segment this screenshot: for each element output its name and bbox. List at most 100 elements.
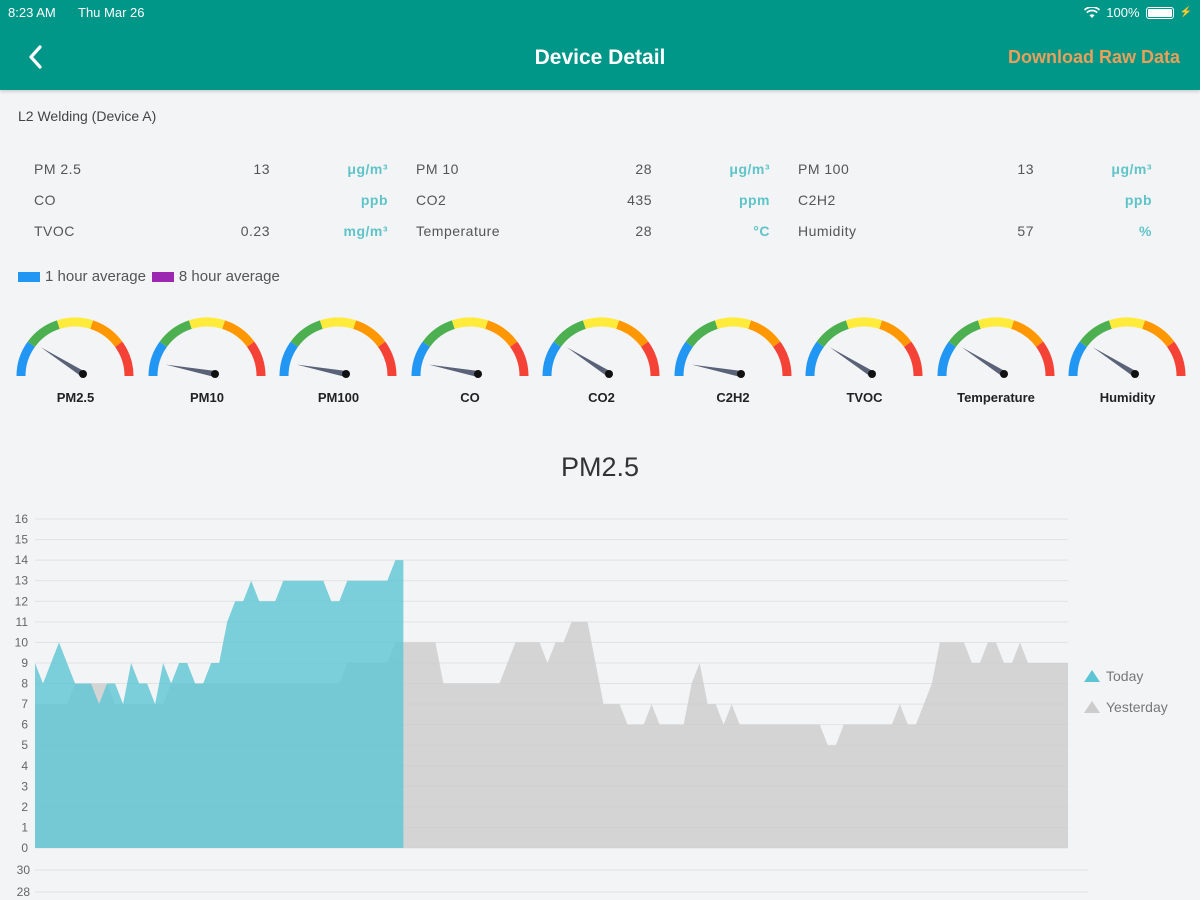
reading-unit: ppb bbox=[360, 192, 388, 208]
back-chevron-icon[interactable] bbox=[20, 40, 54, 74]
reading-name: PM 2.5 bbox=[34, 161, 82, 177]
gauge-needle bbox=[691, 364, 742, 377]
gauge-label: CO bbox=[460, 390, 480, 405]
gauge-dial bbox=[148, 317, 265, 378]
gauge-segment bbox=[16, 341, 36, 377]
gauge-segment bbox=[1035, 341, 1054, 377]
reading-pm25: PM 2.5 13 μg/m³ bbox=[34, 161, 416, 192]
gauge-segment bbox=[422, 320, 455, 348]
gauge-label: CO2 bbox=[588, 390, 615, 405]
series-area-today bbox=[35, 560, 404, 848]
one-hour-legend-label: 1 hour average bbox=[45, 268, 146, 285]
reading-co: CO ppb bbox=[34, 192, 416, 223]
gauge-needle-pivot bbox=[1131, 370, 1139, 378]
gauge-segment bbox=[714, 317, 751, 329]
readings-row: TVOC 0.23 mg/m³ Temperature 28 °C Humidity 57… bbox=[34, 223, 1180, 254]
gauge-segment bbox=[1010, 320, 1043, 348]
reading-name: CO bbox=[34, 192, 56, 208]
gauge-pm25: PM2.5 bbox=[10, 310, 141, 410]
y-tick-label: 3 bbox=[21, 779, 28, 793]
reading-humidity: Humidity 57% bbox=[798, 223, 1180, 254]
reading-value: 28 bbox=[635, 161, 652, 177]
gauge-tvoc: TVOC bbox=[799, 310, 930, 410]
readings-row: PM 2.5 13 μg/m³ PM 10 28 μg/m³ PM 100 13 μg/m³ bbox=[34, 161, 1180, 192]
gauge-segment bbox=[1068, 341, 1088, 377]
chart-title: PM2.5 bbox=[560, 452, 640, 482]
gauge-dial bbox=[674, 317, 791, 378]
yesterday-legend-icon bbox=[1084, 700, 1100, 713]
reading-value: 28 bbox=[635, 223, 652, 239]
y-tick-label: 13 bbox=[15, 574, 29, 588]
reading-pm100: PM 100 13 μg/m³ bbox=[798, 161, 1180, 192]
gauge-segment bbox=[772, 341, 791, 377]
readings-row: CO ppb CO2 435 ppm C2H2 ppb bbox=[34, 192, 1180, 223]
gauge-needle bbox=[428, 364, 479, 377]
legend-item-today[interactable]: Today bbox=[1084, 660, 1168, 691]
gauge-segment bbox=[640, 341, 660, 377]
gauge-segment bbox=[582, 317, 620, 329]
gauge-needle-pivot bbox=[210, 370, 219, 378]
gauge-segment bbox=[845, 317, 883, 329]
y-tick-label: 9 bbox=[21, 656, 28, 670]
y-tick-label: 12 bbox=[15, 594, 29, 608]
y-tick-label: 30 bbox=[17, 863, 31, 877]
gauge-pm100: PM100 bbox=[273, 310, 404, 410]
gauge-needle bbox=[165, 364, 216, 377]
y-tick-label: 4 bbox=[21, 759, 28, 773]
reading-name: C2H2 bbox=[798, 192, 836, 208]
y-tick-label: 7 bbox=[21, 697, 28, 711]
gauge-segment bbox=[114, 341, 134, 377]
gauge-segment bbox=[319, 317, 357, 329]
y-tick-label: 6 bbox=[21, 718, 28, 732]
reading-name: CO2 bbox=[416, 192, 447, 208]
average-legend: 1 hour average 8 hour average bbox=[18, 268, 280, 285]
gauge-segment bbox=[674, 341, 693, 377]
gauge-needle-pivot bbox=[868, 370, 876, 378]
gauge-segment bbox=[27, 320, 60, 348]
gauge-label: C2H2 bbox=[716, 390, 750, 405]
gauge-segment bbox=[411, 341, 430, 377]
gauge-humidity: Humidity bbox=[1062, 310, 1193, 410]
gauge-segment bbox=[509, 341, 528, 377]
y-tick-label: 2 bbox=[21, 800, 28, 814]
gauge-segment bbox=[937, 341, 956, 377]
reading-unit: μg/m³ bbox=[347, 161, 388, 177]
gauge-co2: CO2 bbox=[536, 310, 667, 410]
gauge-segment bbox=[977, 317, 1014, 329]
y-tick-label: 11 bbox=[16, 615, 29, 629]
reading-value: 57 bbox=[1017, 223, 1034, 239]
gauge-dial bbox=[16, 317, 134, 378]
today-legend-icon bbox=[1084, 669, 1100, 682]
reading-unit: °C bbox=[753, 223, 770, 239]
gauge-segment bbox=[1142, 320, 1175, 348]
nav-bar: Device Detail Download Raw Data bbox=[0, 26, 1200, 90]
gauge-segment bbox=[221, 320, 254, 348]
reading-temperature: Temperature 28 °C bbox=[416, 223, 798, 254]
gauge-dial bbox=[1068, 317, 1186, 378]
gauge-segment bbox=[948, 320, 981, 348]
status-bar: 8:23 AM Thu Mar 26 100% ⚡ bbox=[0, 0, 1200, 26]
readings-table: PM 2.5 13 μg/m³ PM 10 28 μg/m³ PM 100 13 μg/m³… bbox=[34, 161, 1180, 254]
chart-legend: Today Yesterday bbox=[1084, 660, 1168, 722]
eight-hour-legend-label: 8 hour average bbox=[178, 268, 280, 285]
gauge-segment bbox=[1166, 341, 1186, 377]
gauge-label: Humidity bbox=[1099, 390, 1156, 405]
gauge-segment bbox=[816, 320, 849, 348]
gauge-segment bbox=[353, 320, 386, 348]
gauge-co: CO bbox=[405, 310, 536, 410]
gauge-segment bbox=[616, 320, 649, 348]
gauge-label: TVOC bbox=[846, 390, 883, 405]
wifi-icon bbox=[1084, 6, 1101, 18]
eight-hour-swatch bbox=[151, 271, 174, 282]
device-name: L2 Welding (Device A) bbox=[18, 108, 157, 124]
gauge-segment bbox=[451, 317, 488, 329]
reading-c2h2: C2H2 ppb bbox=[798, 192, 1180, 223]
legend-item-yesterday[interactable]: Yesterday bbox=[1084, 691, 1168, 722]
gauge-needle-pivot bbox=[999, 370, 1008, 378]
download-raw-data-button[interactable]: Download Raw Data bbox=[1007, 47, 1180, 67]
reading-tvoc: TVOC 0.23 mg/m³ bbox=[34, 223, 416, 254]
reading-name: PM 10 bbox=[416, 161, 459, 177]
reading-unit: mg/m³ bbox=[343, 223, 388, 239]
gauge-needle bbox=[829, 347, 874, 377]
